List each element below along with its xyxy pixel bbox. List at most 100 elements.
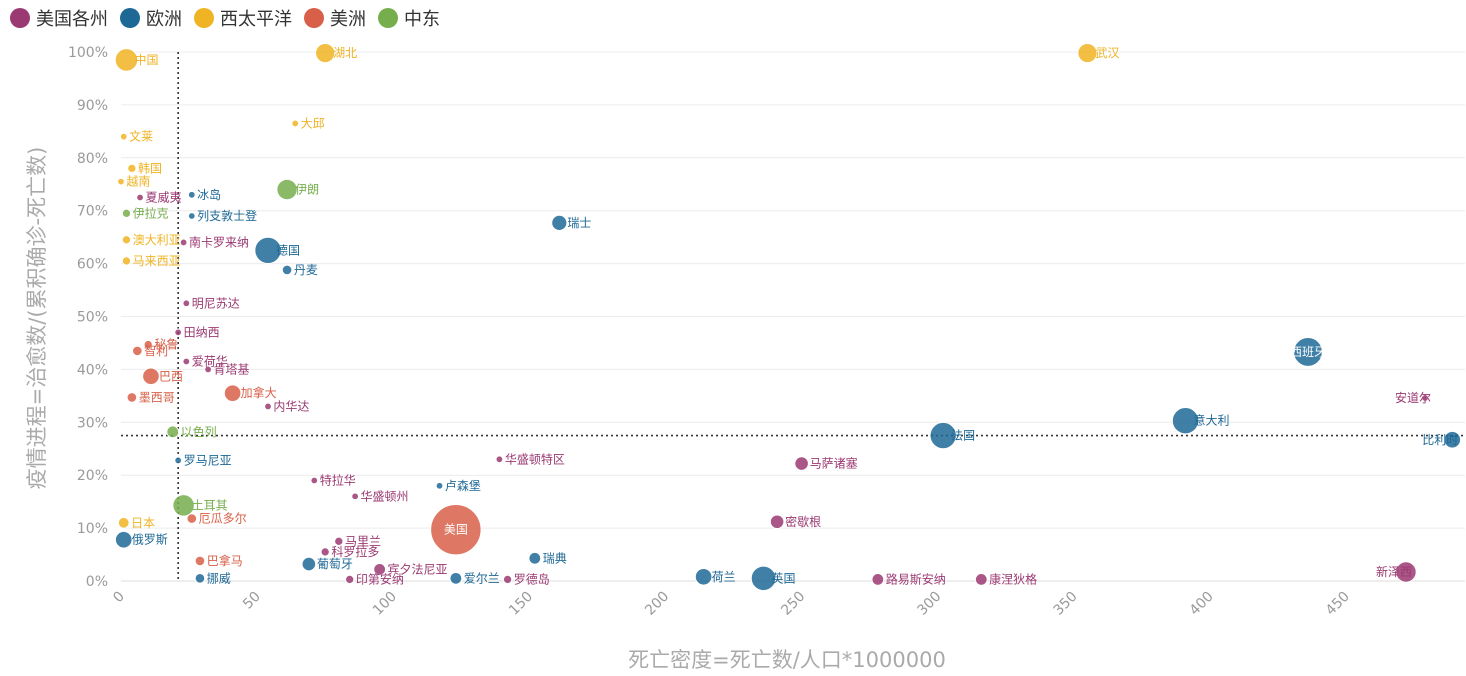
point-智利[interactable] xyxy=(132,345,143,357)
point-label-法国: 法国 xyxy=(951,429,975,443)
point-label-马里兰: 马里兰 xyxy=(345,534,381,548)
point-华盛顿州[interactable] xyxy=(351,492,360,501)
point-label-科罗拉多: 科罗拉多 xyxy=(331,544,379,559)
legend-label-0[interactable]: 美国各州 xyxy=(36,9,108,30)
y-tick-6: 60% xyxy=(77,257,108,273)
point-田纳西[interactable] xyxy=(174,328,183,337)
point-label-智利: 智利 xyxy=(144,343,168,358)
point-康涅狄格[interactable] xyxy=(974,573,988,586)
point-巴拿马[interactable] xyxy=(194,555,206,567)
point-罗马尼亚[interactable] xyxy=(174,456,183,465)
point-密歇根[interactable] xyxy=(769,514,785,530)
point-label-冰岛: 冰岛 xyxy=(197,187,221,202)
point-土耳其[interactable] xyxy=(172,494,195,517)
point-马萨诸塞[interactable] xyxy=(794,456,809,471)
point-label-德国: 德国 xyxy=(276,242,300,257)
point-label-瑞士: 瑞士 xyxy=(567,216,591,230)
point-肯塔基[interactable] xyxy=(204,365,213,374)
point-label-南卡罗来纳: 南卡罗来纳 xyxy=(189,234,249,249)
point-科罗拉多[interactable] xyxy=(320,547,330,557)
point-华盛顿特区[interactable] xyxy=(495,455,504,464)
point-列支敦士登[interactable] xyxy=(187,212,196,220)
point-夏威夷[interactable] xyxy=(136,193,144,202)
point-label-土耳其: 土耳其 xyxy=(192,498,228,512)
point-荷兰[interactable] xyxy=(694,567,713,586)
point-label-安道尔: 安道尔 xyxy=(1395,390,1431,405)
point-英国[interactable] xyxy=(750,565,777,592)
y-tick-2: 20% xyxy=(77,468,108,484)
point-日本[interactable] xyxy=(117,516,130,529)
legend-marker-1[interactable] xyxy=(120,8,140,28)
point-葡萄牙[interactable] xyxy=(301,556,317,572)
point-德国[interactable] xyxy=(254,236,282,265)
point-马里兰[interactable] xyxy=(334,536,344,546)
point-伊朗[interactable] xyxy=(276,178,298,201)
point-罗德岛[interactable] xyxy=(502,574,513,585)
point-label-路易斯安纳: 路易斯安纳 xyxy=(886,571,946,586)
x-tick-5: 250 xyxy=(778,589,808,619)
point-特拉华[interactable] xyxy=(310,476,319,485)
point-美国[interactable] xyxy=(430,503,482,556)
point-label-挪威: 挪威 xyxy=(207,571,231,585)
point-法国[interactable] xyxy=(929,421,957,450)
point-新泽西[interactable] xyxy=(1395,561,1417,583)
point-厄瓜多尔[interactable] xyxy=(186,513,198,524)
point-以色列[interactable] xyxy=(166,425,180,439)
point-丹麦[interactable] xyxy=(281,264,293,276)
point-瑞士[interactable] xyxy=(551,214,568,231)
point-韩国[interactable] xyxy=(127,163,137,174)
point-南卡罗来纳[interactable] xyxy=(179,238,188,247)
legend-marker-4[interactable] xyxy=(378,8,398,28)
point-label-伊朗: 伊朗 xyxy=(295,183,319,197)
point-印第安纳[interactable] xyxy=(345,574,355,585)
legend-marker-2[interactable] xyxy=(194,8,214,28)
point-秘鲁[interactable] xyxy=(143,339,153,350)
point-路易斯安纳[interactable] xyxy=(871,573,885,586)
point-安道尔[interactable] xyxy=(1421,394,1429,402)
x-tick-8: 400 xyxy=(1187,589,1217,619)
legend-label-1[interactable]: 欧洲 xyxy=(146,9,182,30)
point-label-武汉: 武汉 xyxy=(1095,46,1119,60)
point-澳大利亚[interactable] xyxy=(121,235,132,245)
point-俄罗斯[interactable] xyxy=(114,530,133,549)
point-label-韩国: 韩国 xyxy=(138,160,162,175)
point-label-越南: 越南 xyxy=(126,174,150,189)
point-label-宾夕法尼亚: 宾夕法尼亚 xyxy=(388,561,448,576)
point-大邱[interactable] xyxy=(291,119,300,128)
point-加拿大[interactable] xyxy=(223,384,242,403)
point-西班牙[interactable] xyxy=(1293,337,1323,367)
point-意大利[interactable] xyxy=(1171,407,1200,435)
point-巴西[interactable] xyxy=(142,367,160,386)
point-冰岛[interactable] xyxy=(187,190,196,199)
point-明尼苏达[interactable] xyxy=(182,299,191,308)
point-武汉[interactable] xyxy=(1077,42,1098,64)
point-挪威[interactable] xyxy=(194,573,206,584)
point-马来西亚[interactable] xyxy=(121,256,132,266)
legend-label-3[interactable]: 美洲 xyxy=(330,9,366,30)
point-宾夕法尼亚[interactable] xyxy=(373,562,387,576)
legend-marker-3[interactable] xyxy=(304,8,324,28)
x-axis-ticks: 0 50 100 150 200 250 300 350 400 450 xyxy=(110,589,1353,619)
point-爱尔兰[interactable] xyxy=(449,571,463,585)
point-伊拉克[interactable] xyxy=(121,208,132,219)
point-label-密歇根: 密歇根 xyxy=(785,514,821,529)
x-tick-9: 450 xyxy=(1323,589,1353,619)
y-tick-8: 80% xyxy=(77,151,108,167)
reference-lines xyxy=(121,52,1465,581)
y-tick-0: 0% xyxy=(86,574,108,590)
point-文莱[interactable] xyxy=(119,132,128,141)
legend-label-2[interactable]: 西太平洋 xyxy=(220,9,292,30)
point-中国[interactable] xyxy=(114,48,139,72)
point-比利时[interactable] xyxy=(1443,430,1462,449)
point-内华达[interactable] xyxy=(264,402,272,411)
point-瑞典[interactable] xyxy=(528,551,542,565)
point-label-列支敦士登: 列支敦士登 xyxy=(197,208,257,223)
point-墨西哥[interactable] xyxy=(126,392,138,403)
point-卢森堡[interactable] xyxy=(435,481,444,490)
legend-label-4[interactable]: 中东 xyxy=(404,9,440,30)
point-label-加拿大: 加拿大 xyxy=(241,385,277,400)
point-爱荷华[interactable] xyxy=(182,357,191,366)
point-越南[interactable] xyxy=(117,177,125,186)
point-湖北[interactable] xyxy=(315,42,336,64)
legend-marker-0[interactable] xyxy=(10,8,30,28)
